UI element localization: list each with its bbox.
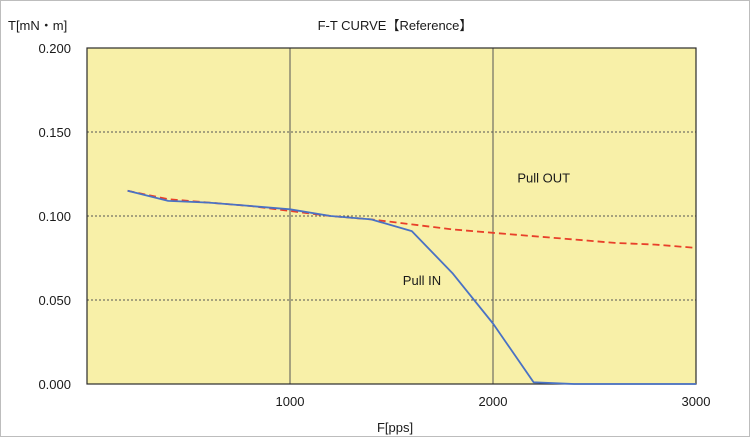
plot-area: 0.000 0.050 0.100 0.150 0.200 1000 2000 3000 Pul… [38,41,710,409]
series-line-pull-in [127,189,696,385]
y-tick-label: 0.200 [38,41,71,56]
series-label-pull-out: Pull OUT [517,170,570,185]
y-tick-label: 0.100 [38,209,71,224]
chart-title: F-T CURVE【Reference】 [318,18,473,33]
y-tick-label: 0.000 [38,377,71,392]
series-line-pull-out [127,189,697,249]
x-tick-label: 1000 [276,394,305,409]
x-tick-label: 2000 [479,394,508,409]
y-tick-label: 0.050 [38,293,71,308]
x-axis-label: F[pps] [377,420,413,435]
series-label-pull-in: Pull IN [403,273,441,288]
y-axis-label: T[mN・m] [8,18,67,33]
y-tick-label: 0.150 [38,125,71,140]
x-tick-label: 3000 [682,394,711,409]
plot-border [86,47,697,385]
